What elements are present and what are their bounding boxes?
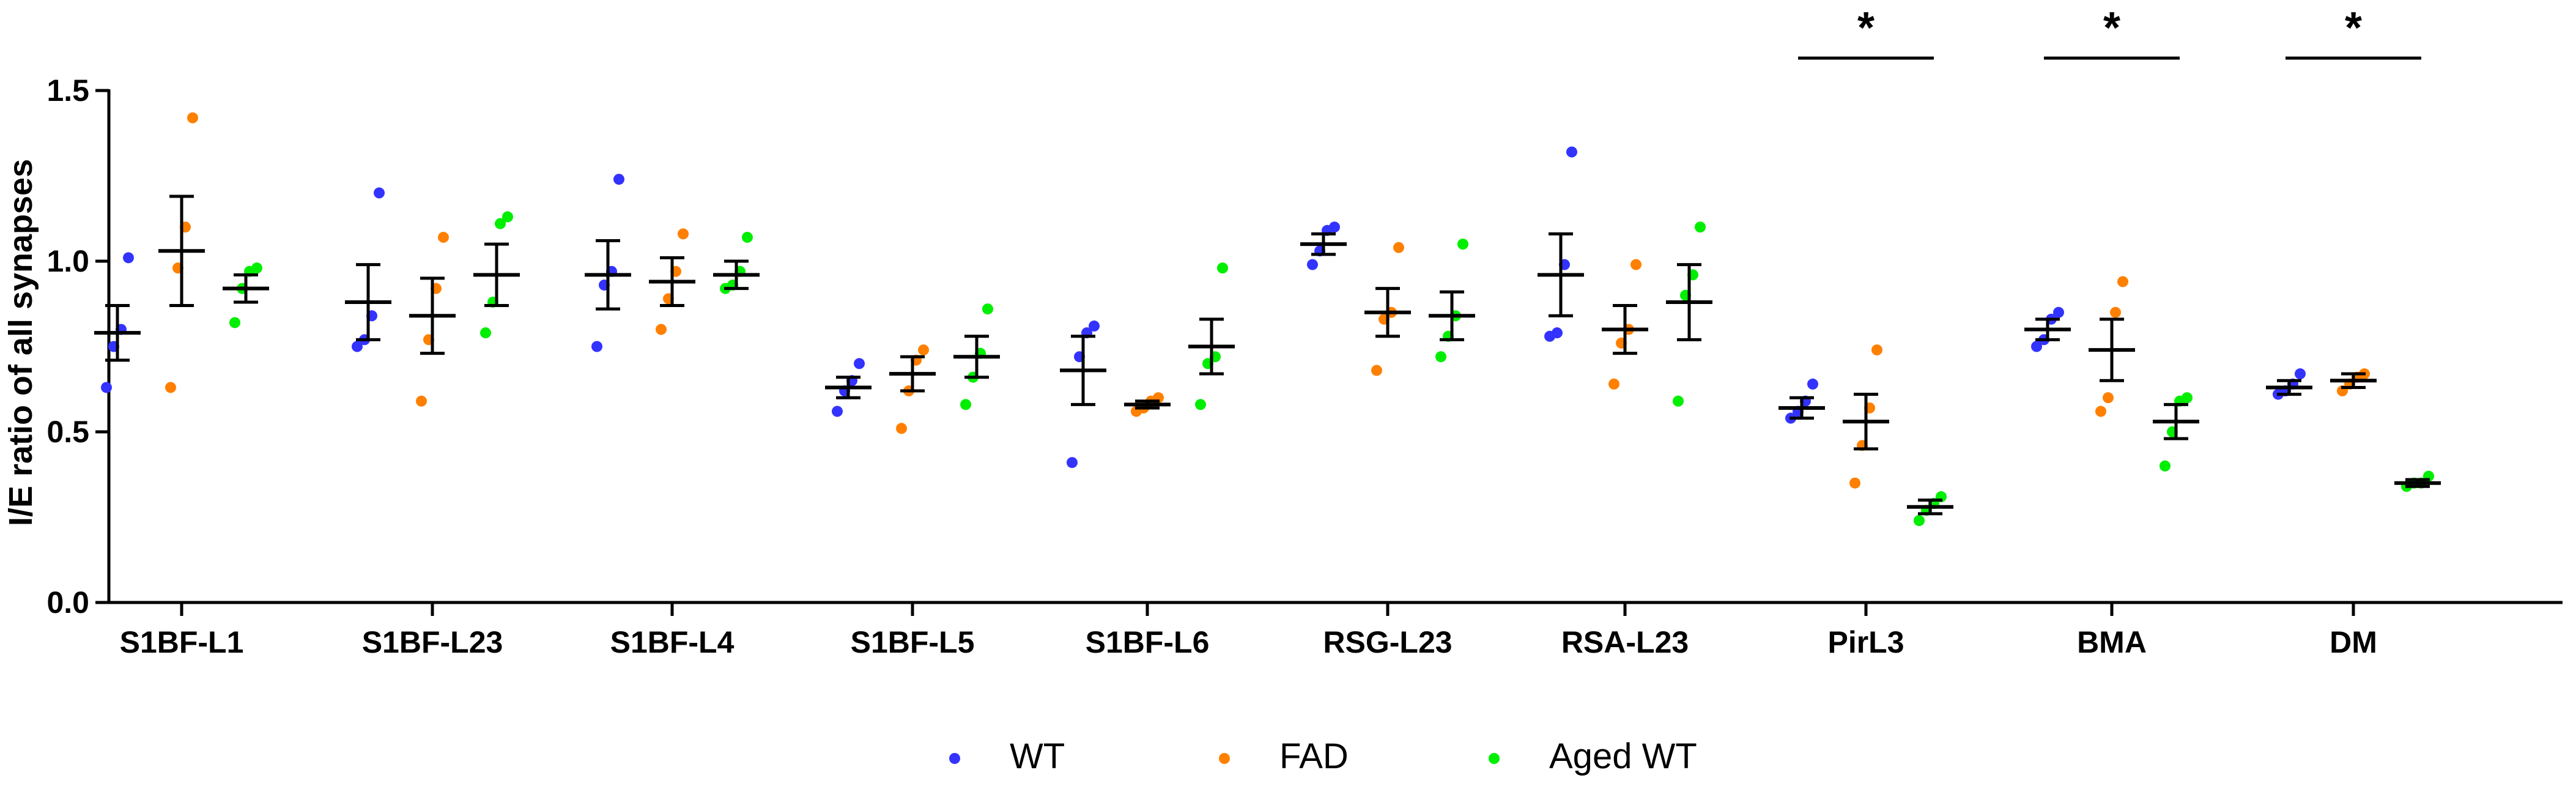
point-wt — [1807, 378, 1818, 390]
point-wt — [1566, 146, 1577, 158]
point-wt — [2031, 341, 2042, 352]
y-axis-label: I/E ratio of all synapses — [2, 159, 39, 526]
point-wt — [832, 406, 843, 417]
point-aged-wt — [229, 317, 240, 328]
axes — [107, 89, 2563, 604]
point-wt — [591, 341, 602, 352]
point-fad — [656, 324, 667, 335]
point-aged-wt — [960, 399, 971, 410]
category-label: RSG-L23 — [1323, 625, 1452, 659]
error-bars — [94, 195, 2441, 516]
point-aged-wt — [2182, 392, 2193, 404]
y-tick-label: 0.0 — [46, 585, 89, 620]
y-tick-label: 1.0 — [46, 244, 89, 278]
category-label: S1BF-L6 — [1086, 625, 1210, 659]
point-wt — [374, 187, 385, 199]
point-fad — [187, 112, 198, 124]
category-label: BMA — [2077, 625, 2147, 659]
category-label: S1BF-L23 — [362, 625, 503, 659]
point-aged-wt — [251, 262, 262, 274]
significance-star: * — [1857, 4, 1875, 53]
category-label: S1BF-L1 — [120, 625, 244, 659]
point-wt — [2053, 306, 2064, 318]
point-wt — [1089, 321, 1100, 332]
legend-marker-fad — [1219, 753, 1230, 764]
point-wt — [101, 382, 112, 393]
point-fad — [1393, 242, 1404, 253]
category-label: RSA-L23 — [1561, 625, 1689, 659]
point-aged-wt — [1695, 221, 1706, 233]
point-aged-wt — [1673, 395, 1684, 407]
point-wt — [613, 174, 624, 185]
point-aged-wt — [1195, 399, 1206, 410]
category-label: DM — [2330, 625, 2377, 659]
point-fad — [2110, 306, 2121, 318]
legend-label-wt: WT — [1010, 736, 1065, 776]
data-points — [101, 112, 2434, 527]
legend: WT FAD Aged WT — [949, 736, 1697, 776]
point-wt — [854, 358, 865, 369]
legend-label-fad: FAD — [1279, 736, 1349, 776]
point-wt — [1329, 221, 1340, 233]
point-aged-wt — [2160, 460, 2171, 472]
point-aged-wt — [1217, 262, 1228, 274]
point-fad — [1371, 365, 1382, 376]
point-fad — [1849, 477, 1860, 489]
point-wt — [1067, 457, 1078, 469]
point-fad — [896, 423, 907, 434]
category-label: S1BF-L4 — [610, 625, 735, 659]
y-tick-label: 1.5 — [46, 73, 89, 108]
point-aged-wt — [1435, 351, 1446, 363]
point-wt — [1552, 327, 1563, 339]
point-aged-wt — [1457, 239, 1468, 250]
point-fad — [2117, 276, 2128, 287]
point-fad — [438, 231, 449, 243]
point-fad — [416, 395, 427, 407]
point-fad — [918, 344, 929, 356]
category-labels: S1BF-L1 S1BF-L23 S1BF-L4 S1BF-L5 S1BF-L6 RSG-… — [120, 602, 2377, 659]
y-tick-label: 0.5 — [46, 415, 89, 449]
category-label: PirL3 — [1827, 625, 1904, 659]
significance-markers: * * * — [1798, 4, 2421, 60]
point-fad — [678, 228, 689, 240]
significance-star: * — [2103, 4, 2120, 53]
point-aged-wt — [502, 211, 513, 223]
point-fad — [1608, 378, 1619, 390]
point-fad — [2095, 406, 2106, 417]
point-fad — [1630, 259, 1641, 270]
legend-label-aged-wt: Aged WT — [1549, 736, 1697, 776]
significance-star: * — [2345, 4, 2362, 53]
point-wt — [1307, 259, 1318, 270]
legend-marker-wt — [949, 753, 960, 764]
category-label: S1BF-L5 — [851, 625, 975, 659]
point-aged-wt — [480, 327, 491, 339]
point-fad — [165, 382, 176, 393]
point-fad — [2103, 392, 2114, 404]
point-aged-wt — [495, 218, 506, 229]
point-wt — [352, 341, 363, 352]
point-aged-wt — [742, 231, 753, 243]
point-wt — [123, 252, 134, 264]
point-aged-wt — [1914, 515, 1925, 527]
point-aged-wt — [982, 303, 993, 315]
y-ticks: 0.0 0.5 1.0 1.5 — [46, 73, 109, 620]
point-fad — [1871, 344, 1882, 356]
point-wt — [2295, 368, 2306, 380]
legend-marker-aged-wt — [1489, 753, 1500, 764]
